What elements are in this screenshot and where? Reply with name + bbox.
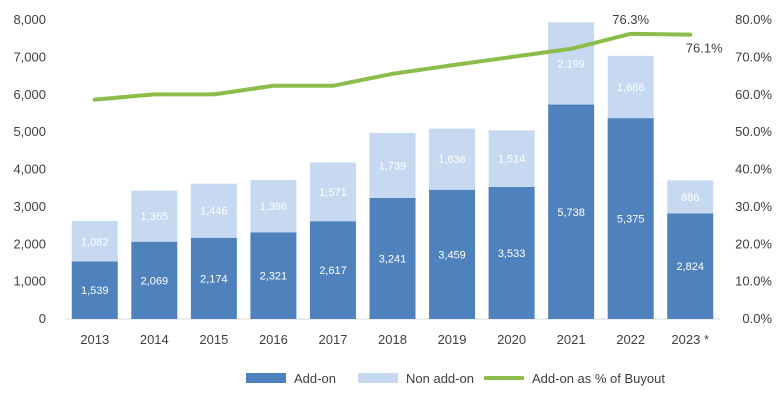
bar-value-label-non-addon: 1,446	[200, 206, 228, 218]
bar-non-addon	[309, 162, 356, 222]
y-right-tick-label: 70.0%	[735, 49, 772, 64]
legend-swatch-addon	[246, 373, 286, 383]
bar-addon	[131, 241, 178, 319]
bar-non-addon	[607, 55, 654, 119]
y-left-tick-label: 8,000	[13, 12, 46, 27]
x-tick-label: 2016	[259, 332, 288, 347]
y-left-tick-label: 7,000	[13, 49, 46, 64]
legend-label-addon-pct: Add-on as % of Buyout	[532, 370, 665, 386]
y-right-tick-label: 80.0%	[735, 12, 772, 27]
x-axis: 2013 2014 2015 2016 2017 2018 2019 2020 2021 2022…	[80, 332, 709, 347]
bar-addon	[71, 261, 118, 319]
y-right-tick-label: 20.0%	[735, 236, 772, 251]
bar-non-addon	[488, 130, 535, 187]
bar-value-label-addon: 1,539	[81, 285, 109, 297]
bar-value-label-addon: 2,824	[676, 261, 704, 273]
x-tick-label: 2015	[199, 332, 228, 347]
bar-value-label-addon: 2,321	[260, 271, 288, 283]
bar-addon	[667, 213, 714, 319]
x-tick-label: 2022	[616, 332, 645, 347]
legend: Add-on Non add-on Add-on as % of Buyout	[0, 366, 780, 390]
bar-value-label-addon: 5,738	[557, 207, 585, 219]
bar-value-label-addon: 5,375	[617, 214, 645, 226]
line-value-label: 76.1%	[686, 41, 723, 56]
x-tick-label: 2017	[318, 332, 347, 347]
y-left-tick-label: 4,000	[13, 162, 46, 177]
legend-item-addon-pct: Add-on as % of Buyout	[484, 366, 665, 390]
y-right-tick-label: 0.0%	[742, 311, 772, 326]
line-addon-pct	[92, 31, 693, 102]
x-tick-label: 2019	[438, 332, 467, 347]
legend-label-addon: Add-on	[294, 370, 336, 386]
bar-value-label-addon: 3,241	[379, 253, 407, 265]
bar-value-label-addon: 3,459	[438, 249, 466, 261]
y-left-tick-label: 6,000	[13, 87, 46, 102]
bar-value-label-non-addon: 1,398	[260, 201, 288, 213]
bar-addon	[309, 221, 356, 319]
bar-non-addon	[667, 180, 714, 214]
bar-non-addon	[131, 190, 178, 242]
bar-non-addon	[71, 221, 118, 262]
legend-swatch-addon-pct	[484, 376, 524, 380]
y-right-tick-label: 30.0%	[735, 199, 772, 214]
bar-value-label-addon: 2,069	[141, 275, 169, 287]
y-left-tick-label: 1,000	[13, 274, 46, 289]
bar-value-label-non-addon: 1,739	[379, 160, 407, 172]
bar-value-label-non-addon: 1,082	[81, 236, 109, 248]
bar-addon	[190, 237, 237, 319]
x-tick-label: 2014	[140, 332, 169, 347]
y-right-tick-label: 60.0%	[735, 87, 772, 102]
bar-labels-group: 1,539 1,082 2,069 1,365 2,174 1,446 2,321 1,398…	[81, 58, 704, 297]
bar-non-addon	[429, 128, 476, 190]
bar-non-addon	[250, 180, 297, 233]
x-tick-label: 2023 *	[671, 332, 709, 347]
y-left-tick-label: 0	[39, 311, 46, 326]
y-right-tick-label: 10.0%	[735, 274, 772, 289]
bar-value-label-non-addon: 1,666	[617, 82, 645, 94]
bar-addon	[369, 197, 416, 319]
legend-swatch-non-addon	[358, 373, 398, 383]
x-tick-label: 2013	[80, 332, 109, 347]
bar-non-addon	[369, 132, 416, 198]
bar-addon	[607, 118, 654, 319]
bar-addon	[548, 104, 595, 319]
bars-group	[71, 22, 714, 319]
y-left-tick-label: 5,000	[13, 124, 46, 139]
x-tick-label: 2020	[497, 332, 526, 347]
y-left-tick-label: 2,000	[13, 236, 46, 251]
bar-value-label-non-addon: 2,199	[557, 58, 585, 70]
bar-non-addon	[548, 22, 595, 105]
bar-value-label-addon: 2,174	[200, 273, 228, 285]
bar-non-addon	[190, 183, 237, 238]
line-value-label: 76.3%	[612, 12, 649, 27]
bar-value-label-non-addon: 1,636	[438, 154, 466, 166]
bar-value-label-non-addon: 1,571	[319, 187, 347, 199]
bar-addon	[488, 186, 535, 319]
bar-addon	[250, 232, 297, 319]
x-tick-label: 2018	[378, 332, 407, 347]
y-axis-right: 0.0% 10.0% 20.0% 30.0% 40.0% 50.0% 60.0% 70.0% 8…	[735, 12, 772, 326]
legend-label-non-addon: Non add-on	[406, 370, 474, 386]
y-right-tick-label: 50.0%	[735, 124, 772, 139]
line-series-group: 76.3% 76.1%	[92, 12, 723, 102]
x-tick-label: 2021	[557, 332, 586, 347]
y-left-tick-label: 3,000	[13, 199, 46, 214]
y-axis-left: 0 1,000 2,000 3,000 4,000 5,000 6,000 7,000 8,00…	[13, 12, 46, 326]
bar-addon	[429, 189, 476, 319]
bar-value-label-addon: 3,533	[498, 248, 526, 260]
bar-value-label-non-addon: 1,514	[498, 154, 526, 166]
bar-value-label-non-addon: 886	[681, 192, 699, 204]
legend-item-addon: Add-on	[246, 366, 336, 390]
legend-item-non-addon: Non add-on	[358, 366, 474, 390]
bar-value-label-non-addon: 1,365	[141, 211, 169, 223]
bar-value-label-addon: 2,617	[319, 265, 347, 277]
y-right-tick-label: 40.0%	[735, 162, 772, 177]
